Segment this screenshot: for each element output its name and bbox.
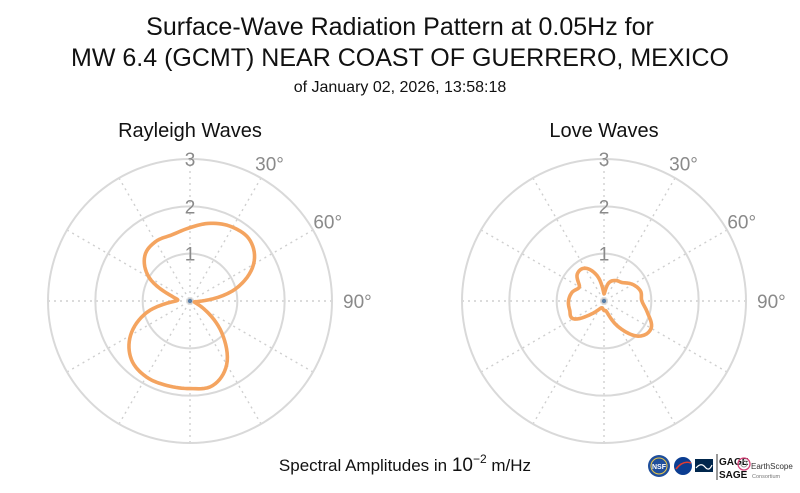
earthscope-consortium-text: Consortium — [752, 474, 781, 480]
love-angle-tick-90: 90° — [757, 292, 786, 313]
amplitude-label-exponent: −2 — [473, 452, 487, 466]
love-polar-plot: Love Waves 1 2 3 30° 60° 90° — [461, 120, 786, 444]
sponsor-logos: NSF GAGE SAGE EarthScope Consortium — [648, 454, 793, 481]
rayleigh-polar-plot: Rayleigh Waves 1 2 3 30° 60° 90° — [47, 120, 372, 444]
rayleigh-ring-2 — [94, 205, 286, 397]
rayleigh-ring-3 — [47, 158, 333, 444]
love-r-tick-2: 2 — [599, 197, 610, 218]
rayleigh-angle-tick-30: 30° — [255, 154, 284, 175]
earthscope-logo-text: EarthScope — [751, 462, 793, 471]
amplitude-units-label: Spectral Amplitudes in 10−2 m/Hz — [279, 452, 531, 476]
rayleigh-angle-tick-60: 60° — [313, 212, 342, 233]
rayleigh-r-tick-1: 1 — [185, 245, 196, 266]
rayleigh-r-tick-3: 3 — [185, 150, 196, 171]
love-r-tick-3: 3 — [599, 150, 610, 171]
amplitude-label-unit: m/Hz — [487, 456, 531, 475]
nsf-logo: NSF — [648, 455, 670, 477]
rayleigh-angle-tick-90: 90° — [343, 292, 372, 313]
chart-subtitle: of January 02, 2026, 13:58:18 — [294, 79, 507, 96]
rayleigh-center-point — [187, 298, 193, 304]
usgs-logo-icon — [695, 459, 713, 472]
rayleigh-radiation-curve — [127, 221, 257, 391]
earthscope-logo-icon — [737, 457, 751, 471]
rayleigh-plot-title: Rayleigh Waves — [118, 120, 262, 142]
love-angle-tick-30: 30° — [669, 154, 698, 175]
love-center-point — [601, 298, 607, 304]
chart-title-line1: Surface-Wave Radiation Pattern at 0.05Hz… — [146, 13, 654, 41]
gage-logo-text: GAGE — [719, 457, 749, 468]
love-r-tick-1: 1 — [599, 245, 610, 266]
nasa-logo-icon — [674, 457, 692, 475]
rayleigh-r-tick-2: 2 — [185, 197, 196, 218]
love-ring-1 — [555, 252, 653, 350]
love-plot-title: Love Waves — [549, 120, 658, 142]
nsf-logo-text: NSF — [652, 464, 667, 471]
amplitude-label-prefix: Spectral Amplitudes in — [279, 456, 452, 475]
love-ring-3 — [461, 158, 747, 444]
sage-logo-text: SAGE — [719, 470, 748, 481]
love-ring-2 — [508, 205, 700, 397]
love-radiation-curve — [566, 266, 654, 338]
rayleigh-ring-1 — [141, 252, 239, 350]
chart-title-line2: MW 6.4 (GCMT) NEAR COAST OF GUERRERO, ME… — [71, 44, 729, 72]
love-angle-tick-60: 60° — [727, 212, 756, 233]
amplitude-label-base: 10 — [452, 455, 473, 476]
